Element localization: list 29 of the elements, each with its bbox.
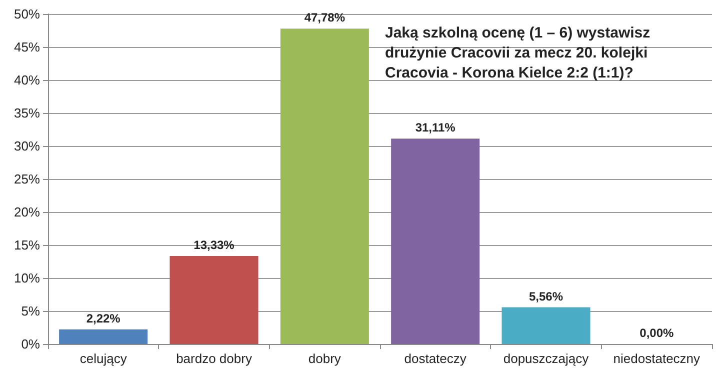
y-tick-label: 45% — [14, 40, 40, 54]
y-tick-label: 0% — [21, 336, 40, 352]
bar — [59, 329, 148, 344]
y-tick-label: 10% — [14, 270, 40, 286]
x-tick-label: dobry — [308, 351, 342, 366]
y-tick-label: 5% — [21, 304, 40, 318]
bar — [280, 28, 369, 344]
y-tick-label: 15% — [14, 238, 40, 252]
bar — [391, 138, 480, 344]
data-label: 0,00% — [640, 326, 674, 340]
x-tick-label: celujący — [80, 351, 128, 366]
y-tick-label: 20% — [14, 204, 40, 220]
x-tick-label: niedostateczny — [613, 351, 701, 366]
data-label: 2,22% — [86, 311, 121, 326]
y-tick-label: 30% — [14, 138, 40, 154]
bar — [170, 256, 258, 344]
data-label: 31,11% — [415, 120, 456, 135]
y-tick-label: 40% — [14, 72, 40, 88]
y-tick-label: 50% — [14, 6, 40, 22]
x-tick-label: dopuszczający — [503, 351, 590, 366]
text: Jaką szkolną ocenę (1 – 6) wystawisz drużynie Cracovii za mecz 20. kolejki Cracovia - Korona Kielce 2:2 (1:1)? — [385, 24, 654, 82]
data-label: 5,56% — [528, 289, 564, 304]
data-label: 47,78% — [304, 10, 346, 25]
y-tick-label: 35% — [14, 106, 40, 120]
y-tick-label: 25% — [14, 172, 40, 186]
data-label: 13,33% — [194, 238, 235, 252]
x-tick-label: dostateczy — [404, 351, 467, 366]
x-tick-label: bardzo dobry — [176, 351, 252, 366]
bar — [502, 307, 590, 344]
